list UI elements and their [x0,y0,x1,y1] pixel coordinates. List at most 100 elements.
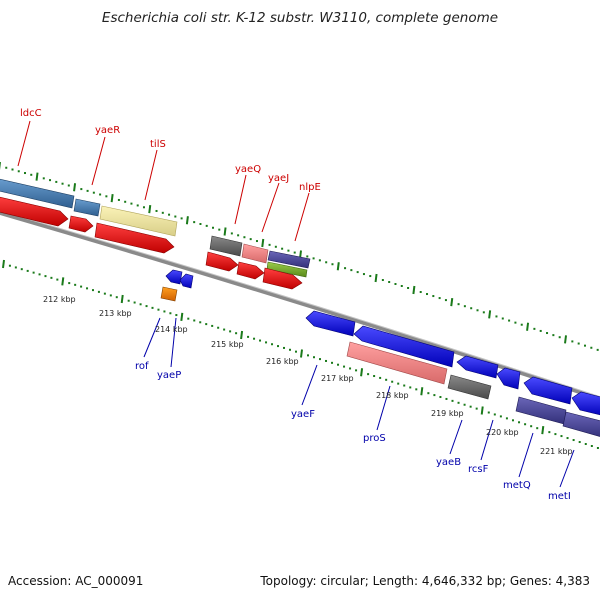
bottom-minor-tick [289,348,292,351]
bottom-minor-tick [451,399,454,402]
top-major-tick [110,194,114,203]
top-major-tick [148,205,152,214]
leader-yaeB [449,419,463,455]
gene-tilS-block [99,205,178,237]
bottom-major-tick [120,294,124,304]
gene-label-yaeJ: yaeJ [268,173,289,184]
gene-label-metQ: metQ [503,480,531,491]
bottom-minor-tick [175,314,178,317]
bottom-minor-tick [518,421,521,424]
top-minor-tick [533,327,536,330]
top-minor-tick [155,209,158,212]
top-minor-tick [136,204,139,207]
top-minor-tick [30,173,33,176]
bottom-major-tick [300,349,303,358]
top-minor-tick [105,195,108,198]
bottom-minor-tick [32,271,35,274]
bottom-minor-tick [199,321,202,324]
bottom-minor-tick [187,317,190,320]
bottom-minor-tick [325,359,328,362]
bottom-minor-tick [157,308,160,311]
bottom-minor-tick [223,328,226,331]
kbp-label-221: 221 kbp [540,447,573,456]
top-minor-tick [243,236,246,239]
bottom-minor-tick [511,419,514,422]
gene-label-nlpE: nlpE [299,182,321,193]
bottom-minor-tick [343,365,346,368]
gene-label-proS: proS [363,433,386,444]
gene-ldcC-block [0,178,75,209]
gene-yaeJ-arrow [236,261,265,280]
top-minor-tick [61,182,64,185]
leader-yaeF [301,364,318,406]
top-minor-tick [218,228,221,231]
top-minor-tick [293,251,296,254]
top-minor-tick [400,285,403,287]
leader-yaeQ [234,174,247,225]
top-minor-tick [444,299,447,302]
bottom-minor-tick [566,437,569,440]
bottom-minor-tick [415,388,418,391]
top-major-tick [412,285,416,295]
bottom-minor-tick [313,356,316,359]
bottom-minor-tick [433,394,436,397]
bottom-minor-tick [80,285,83,288]
top-minor-tick [274,245,277,248]
gene-rcsF-arrow [496,367,521,390]
leader-yaeP [170,317,177,368]
bottom-minor-tick [457,401,460,404]
gene-label-rof: rof [135,361,149,372]
gene-metI-block [562,411,600,437]
kbp-label-212: 212 kbp [43,295,76,304]
tick-row-bottom [2,259,599,450]
gene-nlpE-arrow [262,267,303,290]
top-minor-tick [571,340,574,343]
bottom-minor-tick [469,405,472,408]
bottom-minor-tick [445,397,448,400]
gene-rof-small-block [160,286,178,302]
bottom-minor-tick [391,380,394,383]
top-minor-tick [168,213,171,216]
top-minor-tick [5,166,8,169]
top-major-tick [450,298,454,307]
top-minor-tick [463,305,466,308]
gene-ldcC-arrow [0,196,69,227]
bottom-minor-tick [38,273,41,276]
top-minor-tick [520,323,523,326]
top-minor-tick [281,247,284,250]
top-minor-tick [312,257,315,260]
bottom-minor-tick [349,367,352,370]
bottom-minor-tick [355,369,358,372]
leader-yaeJ [261,182,280,233]
tick-row-top [0,162,599,351]
gene-label-yaeQ: yaeQ [235,164,261,175]
leader-tilS [144,149,158,201]
gene-yaeB-block [447,374,492,400]
top-minor-tick [394,283,397,286]
gene-tilS-arrow [94,222,175,254]
top-minor-tick [130,202,133,205]
gene-rof-arrow [165,269,183,285]
top-major-tick [374,273,378,283]
top-minor-tick [306,255,309,258]
bottom-minor-tick [283,346,286,349]
gene-nlpE-block [267,250,311,269]
accession-label: Accession: AC_000091 [8,574,144,588]
genome-backbone [0,210,600,401]
gene-yaeQ-block [209,235,243,257]
top-minor-tick [590,346,593,349]
top-minor-tick [577,342,580,345]
top-minor-tick [514,321,517,324]
bottom-minor-tick [97,290,100,293]
gene-label-yaeF: yaeF [291,409,315,420]
gene-label-metI: metI [548,491,571,502]
bottom-minor-tick [14,266,17,269]
top-minor-tick [205,224,208,227]
bottom-minor-tick [56,278,59,281]
bottom-major-tick [61,277,65,286]
bottom-minor-tick [385,378,388,381]
bottom-minor-tick [439,396,442,399]
top-minor-tick [552,334,555,337]
gene-yaeB-arrow [456,355,499,379]
top-minor-tick [42,177,45,180]
